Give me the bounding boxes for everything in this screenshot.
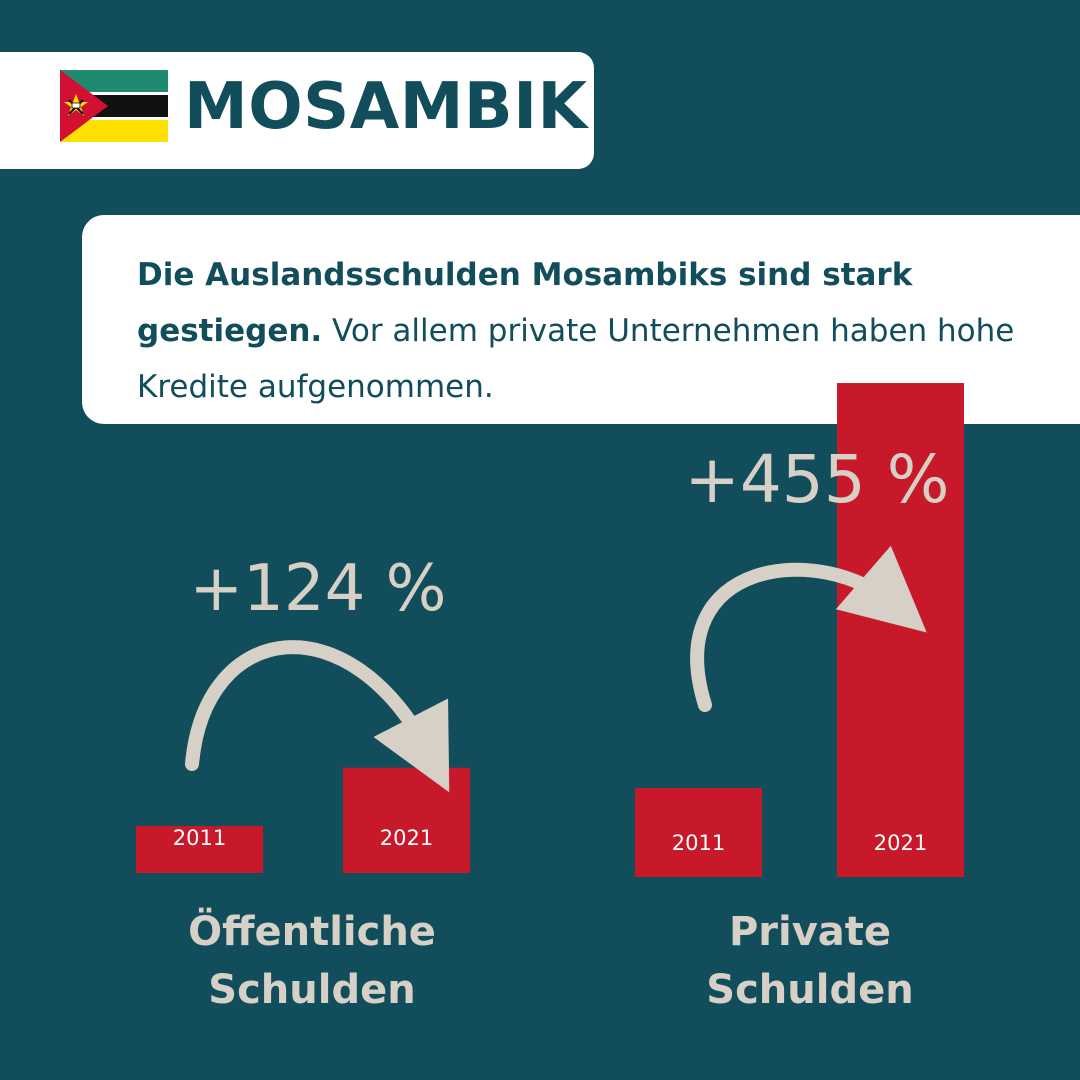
- tick-label-public-2011: 2011: [173, 826, 226, 850]
- change-label-public: +124 %: [190, 552, 447, 626]
- group-label-private: Private Schulden: [706, 909, 914, 1013]
- mozambique-flag-icon: [60, 70, 168, 142]
- intro-regular: Vor allem private Unternehmen haben hohe…: [137, 313, 1015, 405]
- page-title: MOSAMBIK: [184, 70, 588, 144]
- bar-public-2011: [136, 826, 263, 873]
- group-label-public: Öffentliche Schulden: [188, 909, 436, 1013]
- bar-public-2021: [343, 767, 470, 873]
- change-label-private: +455 %: [685, 441, 950, 518]
- tick-label-public-2021: 2021: [380, 826, 433, 850]
- tick-label-private-2011: 2011: [672, 831, 725, 855]
- tick-label-private-2021: 2021: [874, 831, 927, 855]
- bar-private-2011: [635, 788, 762, 877]
- intro-bold: Die Auslandsschulden Mosambiks sind star…: [137, 257, 913, 349]
- arrow-public: [185, 640, 450, 793]
- intro-text: Die Auslandsschulden Mosambiks sind star…: [137, 247, 1047, 415]
- arrow-private: [690, 545, 927, 712]
